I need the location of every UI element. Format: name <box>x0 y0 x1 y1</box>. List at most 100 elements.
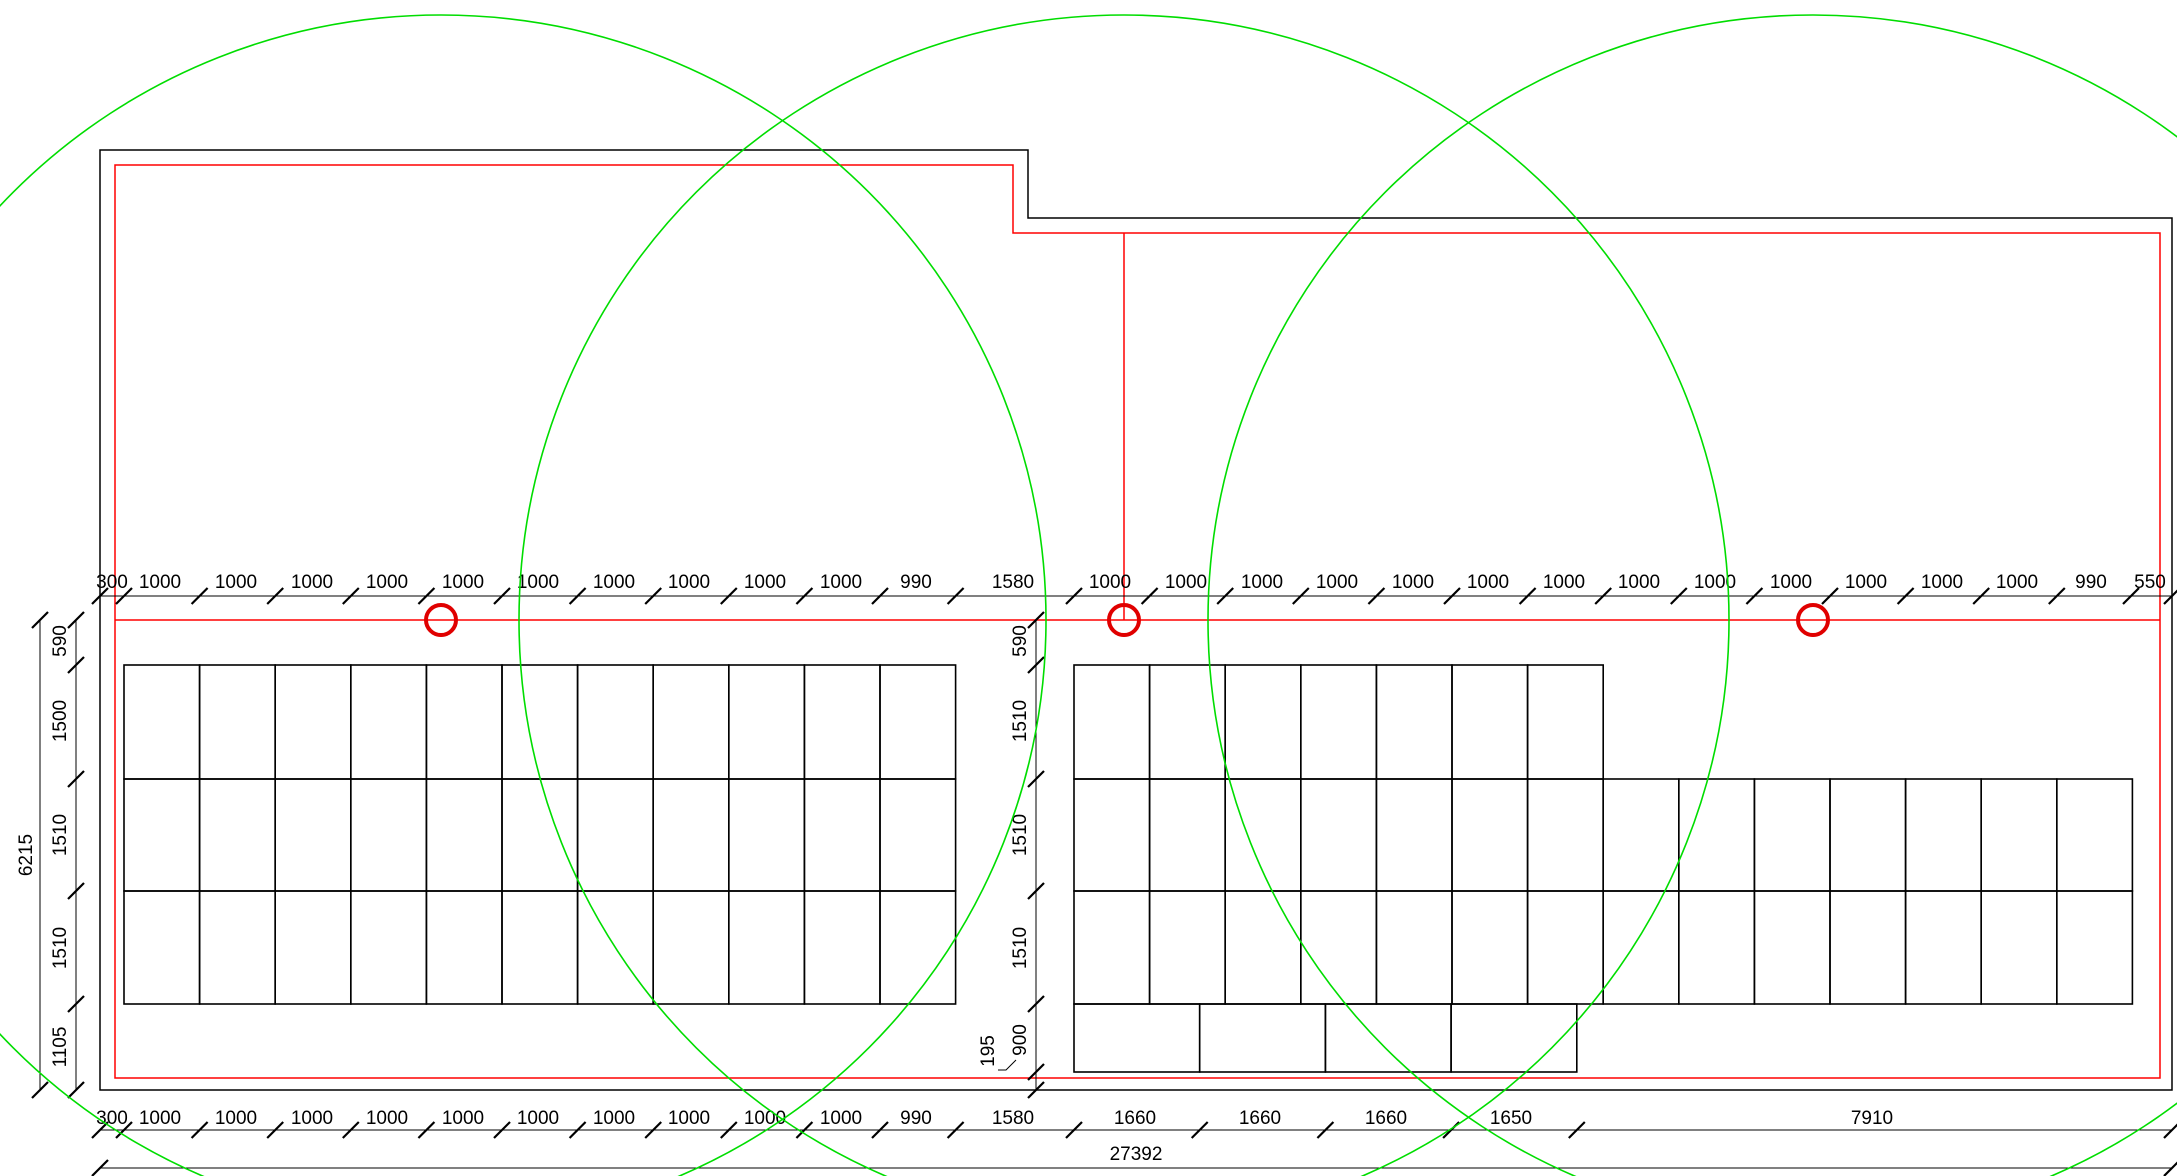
solar-panel <box>1829 890 1907 1005</box>
dim-left-3: 1510 <box>50 814 71 856</box>
dim-top-10: 1000 <box>744 572 786 593</box>
dim-bottom-16: 1660 <box>1365 1108 1407 1129</box>
solar-panel <box>123 664 201 780</box>
dim-top-8: 1000 <box>593 572 635 593</box>
dimension-tick <box>1821 587 1839 605</box>
solar-panel <box>501 890 579 1005</box>
dimension-tick <box>31 611 49 629</box>
solar-panel <box>123 778 201 892</box>
solar-panel <box>425 778 503 892</box>
solar-panel <box>1451 890 1529 1005</box>
dim-middle-offset-leader <box>998 1059 1017 1071</box>
solar-panel <box>1602 778 1680 892</box>
solar-panel <box>879 778 957 892</box>
dim-top-25: 1000 <box>1921 572 1963 593</box>
dimension-tick <box>1065 1121 1083 1139</box>
dimension-tick <box>1027 611 1045 629</box>
solar-panel <box>1526 890 1604 1005</box>
solar-panel <box>1451 664 1529 780</box>
solar-panel <box>1375 778 1453 892</box>
coverage-circle <box>0 14 1047 1176</box>
solar-panel <box>879 664 957 780</box>
dim-left-5: 1105 <box>50 1027 71 1068</box>
solar-panel <box>1980 778 2058 892</box>
dim-bottom-2: 1000 <box>139 1108 181 1129</box>
solar-panel <box>1980 890 2058 1005</box>
dimension-tick <box>266 587 284 605</box>
dim-top-19: 1000 <box>1467 572 1509 593</box>
solar-panel <box>349 664 428 780</box>
solar-panel <box>123 890 201 1005</box>
dim-top-21: 1000 <box>1618 572 1660 593</box>
solar-panel <box>274 664 352 780</box>
dimension-tick <box>1896 587 1915 605</box>
dimension-tick <box>67 1081 85 1099</box>
dimension-tick <box>31 1081 49 1099</box>
dimension-tick <box>795 1121 814 1139</box>
solar-panel <box>1073 890 1151 1005</box>
solar-panel <box>425 664 503 780</box>
solar-panel <box>1829 778 1907 892</box>
dim-bottom-5: 1000 <box>366 1108 408 1129</box>
anchor-point <box>1107 603 1141 637</box>
solar-panel <box>576 778 654 892</box>
dim-top-16: 1000 <box>1241 572 1283 593</box>
dimension-tick <box>1027 882 1045 900</box>
dimension-tick <box>1292 587 1310 605</box>
solar-panel <box>274 778 352 892</box>
anchor-point <box>424 603 458 637</box>
solar-panel <box>1678 890 1756 1005</box>
dim-middle-3: 1510 <box>1010 814 1031 856</box>
dimension-tick <box>2122 587 2140 605</box>
solar-panel <box>1375 890 1453 1005</box>
dimension-tick <box>1443 587 1461 605</box>
dimension-tick <box>493 587 511 605</box>
left-dimension-labels: 590 1500 1510 1510 1105 6215 <box>16 625 71 1067</box>
dimension-tick <box>1316 1121 1335 1139</box>
dimension-tick <box>1670 587 1688 605</box>
dim-top-28: 550 <box>2134 572 2166 593</box>
dimension-tick <box>2163 1123 2177 1139</box>
panel-array-right <box>1073 664 2134 1073</box>
dim-top-14: 1000 <box>1089 572 1131 593</box>
solar-panel <box>727 778 806 892</box>
solar-panel <box>879 890 957 1005</box>
dimension-tick <box>417 1121 436 1139</box>
dim-top-18: 1000 <box>1392 572 1434 593</box>
dimension-tick <box>190 1121 209 1139</box>
dim-bottom-17: 1650 <box>1490 1108 1532 1129</box>
dim-bottom-14: 1660 <box>1114 1108 1156 1129</box>
dim-bottom-11: 1000 <box>820 1108 862 1129</box>
solar-panel <box>1753 890 1831 1005</box>
solar-panel <box>198 664 277 780</box>
dim-middle-offset: 195 <box>978 1035 999 1067</box>
solar-panel <box>501 778 579 892</box>
dim-left-2: 1500 <box>50 700 71 742</box>
dimension-tick <box>871 1121 889 1139</box>
dim-top-6: 1000 <box>442 572 484 593</box>
solar-panel <box>2056 890 2134 1005</box>
solar-panel <box>1224 890 1302 1005</box>
dimension-tick <box>2163 1161 2177 1176</box>
dim-bottom-8: 1000 <box>593 1108 635 1129</box>
solar-panel <box>501 664 579 780</box>
solar-panel <box>1450 1003 1578 1073</box>
dimension-tick <box>871 587 889 605</box>
dimension-tick <box>720 587 738 605</box>
solar-panel <box>274 890 352 1005</box>
solar-panel <box>1753 778 1831 892</box>
solar-panel <box>1148 778 1226 892</box>
dim-top-12: 990 <box>900 572 932 593</box>
dimension-tick <box>946 1121 965 1139</box>
solar-panel <box>1526 778 1604 892</box>
dimension-tick <box>67 770 85 788</box>
dimension-tick <box>342 587 360 605</box>
dim-middle-5: 900 <box>1010 1024 1031 1056</box>
dim-bottom-15: 1660 <box>1239 1108 1281 1129</box>
dim-top-24: 1000 <box>1845 572 1887 593</box>
dim-top-1: 300 <box>96 572 128 593</box>
panel-array-left <box>123 664 957 1005</box>
dimension-tick <box>1442 1121 1460 1139</box>
solar-panel <box>1526 664 1604 780</box>
solar-panel <box>198 890 277 1005</box>
